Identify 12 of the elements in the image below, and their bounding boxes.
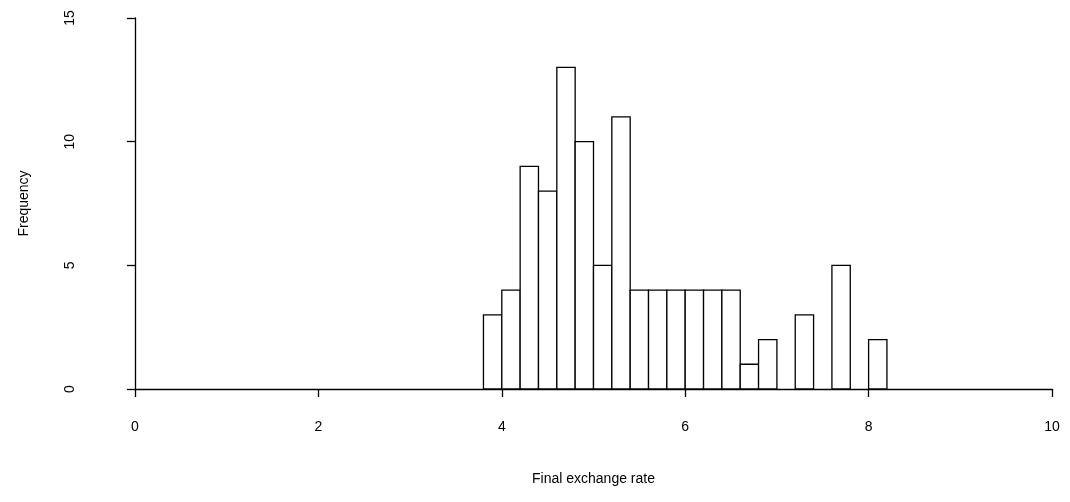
x-tick-label: 4: [497, 418, 506, 434]
x-tick-label: 2: [314, 418, 323, 434]
y-tick-label: 0: [61, 384, 77, 393]
x-tick-label: 8: [864, 418, 873, 434]
y-tick-label: 5: [61, 261, 77, 270]
x-tick-label: 10: [1044, 418, 1060, 434]
y-tick-label: 10: [61, 133, 77, 150]
y-tick-label: 15: [61, 10, 77, 26]
x-axis-title: Final exchange rate: [532, 470, 656, 486]
x-tick-label: 0: [131, 418, 140, 434]
x-tick-label: 6: [681, 418, 690, 434]
y-axis-title: Frequency: [15, 170, 31, 237]
